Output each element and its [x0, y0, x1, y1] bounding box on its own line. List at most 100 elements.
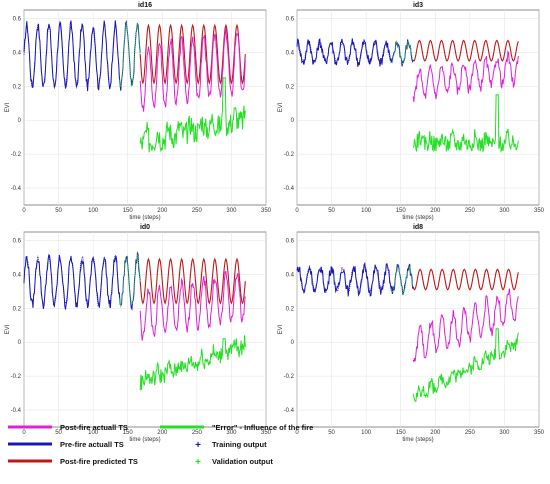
x-tick-label: 0 [22, 208, 26, 214]
series-post-fire-actual [139, 271, 246, 341]
chart-title: id8 [413, 224, 423, 231]
series-pre-fire-actual [23, 251, 141, 311]
x-tick-label: 200 [430, 208, 441, 214]
series-pre-fire-actual [23, 19, 141, 92]
x-tick-label: 100 [361, 208, 372, 214]
legend-label-error: "Error" - Influence of the fire [212, 423, 313, 432]
series-post-fire-actual [412, 49, 519, 103]
x-tick-label: 350 [261, 208, 272, 214]
x-tick-label: 100 [361, 430, 372, 436]
y-tick-label: 0.2 [13, 84, 22, 90]
x-tick-label: 200 [157, 430, 168, 436]
x-tick-label: 0 [22, 430, 26, 436]
legend-label-post-actual: Post-fire actuall TS [60, 423, 128, 432]
series-error [412, 94, 519, 154]
y-tick-label: 0.6 [286, 16, 295, 22]
x-tick-label: 200 [157, 208, 168, 214]
y-axis-label: EVI [278, 102, 284, 112]
x-tick-label: 250 [465, 430, 476, 436]
x-tick-label: 50 [328, 430, 335, 436]
legend-label-validation: Validation output [212, 457, 273, 466]
y-tick-label: 0.6 [286, 238, 295, 244]
chart-title: id16 [138, 2, 152, 9]
chart-id16: 0 50 100 150 200 250 300 350 -0.4 -0.2 0 0.2 0.4 0.6 i… [5, 2, 272, 221]
legend-marker-validation: + [195, 457, 201, 468]
y-tick-label: -0.4 [11, 186, 22, 192]
x-axis-label: time (steps) [129, 437, 160, 443]
series-post-fire-predicted [139, 23, 246, 85]
x-tick-label: 250 [465, 208, 476, 214]
x-tick-label: 350 [261, 430, 272, 436]
plot-area [23, 231, 267, 428]
x-tick-label: 100 [88, 208, 99, 214]
x-tick-label: 300 [499, 430, 510, 436]
y-tick-label: -0.4 [11, 408, 22, 414]
series-post-fire-predicted [412, 39, 519, 62]
series-post-fire-predicted [412, 268, 519, 291]
y-tick-label: 0 [291, 118, 295, 124]
x-tick-label: 300 [499, 208, 510, 214]
x-tick-label: 250 [192, 208, 203, 214]
series-post-fire-predicted [139, 257, 246, 305]
legend-label-pre-actual: Pre-fire actuall TS [60, 440, 124, 449]
y-tick-label: 0 [18, 118, 22, 124]
legend-label-post-pred: Post-fire predicted TS [60, 457, 138, 466]
series-error [412, 328, 519, 403]
series-training-output [296, 265, 393, 294]
y-tick-label: 0 [291, 340, 295, 346]
x-tick-label: 100 [88, 430, 99, 436]
series-error [139, 77, 246, 153]
x-tick-label: 300 [226, 430, 237, 436]
x-tick-label: 150 [123, 208, 134, 214]
x-tick-label: 350 [534, 208, 545, 214]
plot-area [23, 9, 267, 206]
legend: Post-fire actuall TS Pre-fire actuall TS… [8, 423, 313, 468]
y-tick-label: 0.2 [13, 306, 22, 312]
x-tick-label: 200 [430, 430, 441, 436]
series-validation-output [392, 265, 414, 295]
series-validation-output [119, 22, 141, 89]
x-tick-label: 50 [55, 430, 62, 436]
x-tick-label: 50 [328, 208, 335, 214]
plot-area [296, 9, 540, 206]
series-training-output [23, 254, 120, 309]
x-axis-label: time (steps) [402, 437, 433, 443]
series-post-fire-actual [139, 27, 246, 112]
legend-marker-training: + [195, 440, 201, 451]
series-validation-output [119, 253, 141, 308]
y-tick-label: 0.4 [13, 50, 22, 56]
series-training-output [296, 40, 393, 66]
x-tick-label: 50 [55, 208, 62, 214]
x-tick-label: 0 [295, 208, 299, 214]
y-tick-label: 0.4 [13, 272, 22, 278]
chart-title: id3 [413, 2, 423, 9]
series-error [139, 335, 246, 391]
chart-id0: 0 50 100 150 200 250 300 350 -0.4 -0.2 0 0.2 0.4 0.6 i… [5, 224, 272, 443]
chart-title: id0 [140, 224, 150, 231]
x-tick-label: 150 [396, 430, 407, 436]
series-post-fire-actual [412, 288, 519, 363]
y-tick-label: -0.4 [284, 186, 295, 192]
chart-id8: 0 50 100 150 200 250 300 350 -0.4 -0.2 0 0.2 0.4 0.6 i… [278, 224, 545, 443]
x-axis-label: time (steps) [129, 215, 160, 221]
y-tick-label: -0.2 [11, 152, 22, 158]
y-tick-label: -0.2 [11, 374, 22, 380]
y-tick-label: 0.4 [286, 272, 295, 278]
y-tick-label: 0 [18, 340, 22, 346]
y-tick-label: 0.4 [286, 50, 295, 56]
x-tick-label: 250 [192, 430, 203, 436]
x-tick-label: 150 [396, 208, 407, 214]
y-axis-label: EVI [5, 324, 11, 334]
y-tick-label: 0.2 [286, 84, 295, 90]
legend-label-training: Training output [212, 440, 267, 449]
chart-id3: 0 50 100 150 200 250 300 350 -0.4 -0.2 0 0.2 0.4 0.6 i… [278, 2, 545, 221]
x-tick-label: 0 [295, 430, 299, 436]
y-axis-label: EVI [5, 102, 11, 112]
x-tick-label: 350 [534, 430, 545, 436]
y-axis-label: EVI [278, 324, 284, 334]
y-tick-label: -0.4 [284, 408, 295, 414]
series-training-output [23, 22, 120, 89]
y-tick-label: -0.2 [284, 152, 295, 158]
y-tick-label: 0.2 [286, 306, 295, 312]
y-tick-label: 0.6 [13, 238, 22, 244]
